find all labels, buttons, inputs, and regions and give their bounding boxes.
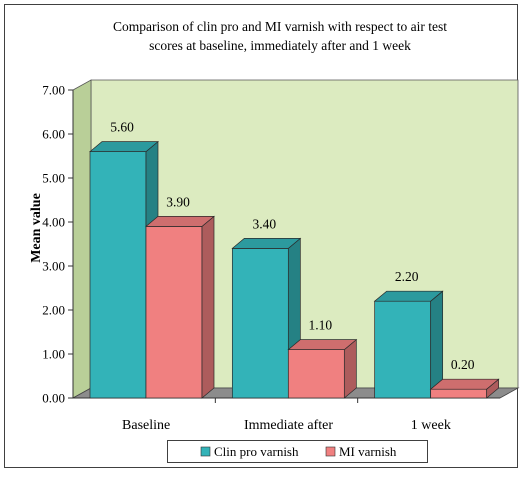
y-tick-label: 3.00 [42,259,65,274]
y-tick-label: 0.00 [42,391,65,406]
bar-top [373,290,444,302]
y-axis: 0.00 1.00 2.00 3.00 4.00 5.00 6.00 7.00 [42,83,500,406]
bar-top [89,141,159,152]
bar-clin-pro-2 [373,290,444,399]
y-tick-label: 2.00 [42,303,65,318]
bar-top [429,378,500,390]
bar-front [430,388,488,399]
data-labels-layer: 5.60 3.90 3.40 1.10 2.20 0.20 [110,120,475,373]
data-label: 5.60 [110,120,134,135]
legend-label-clin-pro: Clin pro varnish [214,444,299,459]
bar-front [145,226,203,399]
x-tick-label: Baseline [122,418,170,433]
chart-title-line-2: scores at baseline, immediately after an… [149,38,411,53]
bars-layer [89,140,500,399]
legend-box [167,440,428,463]
data-label: 2.20 [395,269,419,284]
bar-top [145,216,215,227]
legend-label-mi: MI varnish [339,444,397,459]
bar-mi-0 [145,215,215,399]
y-tick-label: 5.00 [42,171,65,186]
bar-top [287,339,358,350]
data-label: 1.10 [309,318,333,333]
bar-front [231,248,289,399]
y-tick-label: 7.00 [42,83,65,98]
bar-side [201,215,215,399]
data-label: 0.20 [451,357,475,372]
x-tick-label: 1 week [411,418,451,433]
bar-front [374,300,432,399]
data-label: 3.40 [253,216,277,231]
y-tick-label: 6.00 [42,127,65,142]
legend-swatch-clin-pro [200,446,211,457]
data-label: 3.90 [166,194,190,209]
bar-front [89,151,147,399]
bar-mi-1 [287,338,358,399]
chart-title-line-1: Comparison of clin pro and MI varnish wi… [113,19,447,34]
y-axis-title: Mean value [29,193,44,263]
y-tick-label: 1.00 [42,347,65,362]
bar-front [287,349,345,399]
legend-swatch-mi [325,446,336,457]
y-tick-label: 4.00 [42,215,65,230]
bar-mi-2 [429,378,500,399]
x-axis: Baseline Immediate after 1 week [122,398,451,433]
plot-side-wall [72,79,92,399]
bar-top [231,238,302,249]
legend: Clin pro varnish MI varnish [167,440,428,463]
x-tick-label: Immediate after [244,418,333,433]
